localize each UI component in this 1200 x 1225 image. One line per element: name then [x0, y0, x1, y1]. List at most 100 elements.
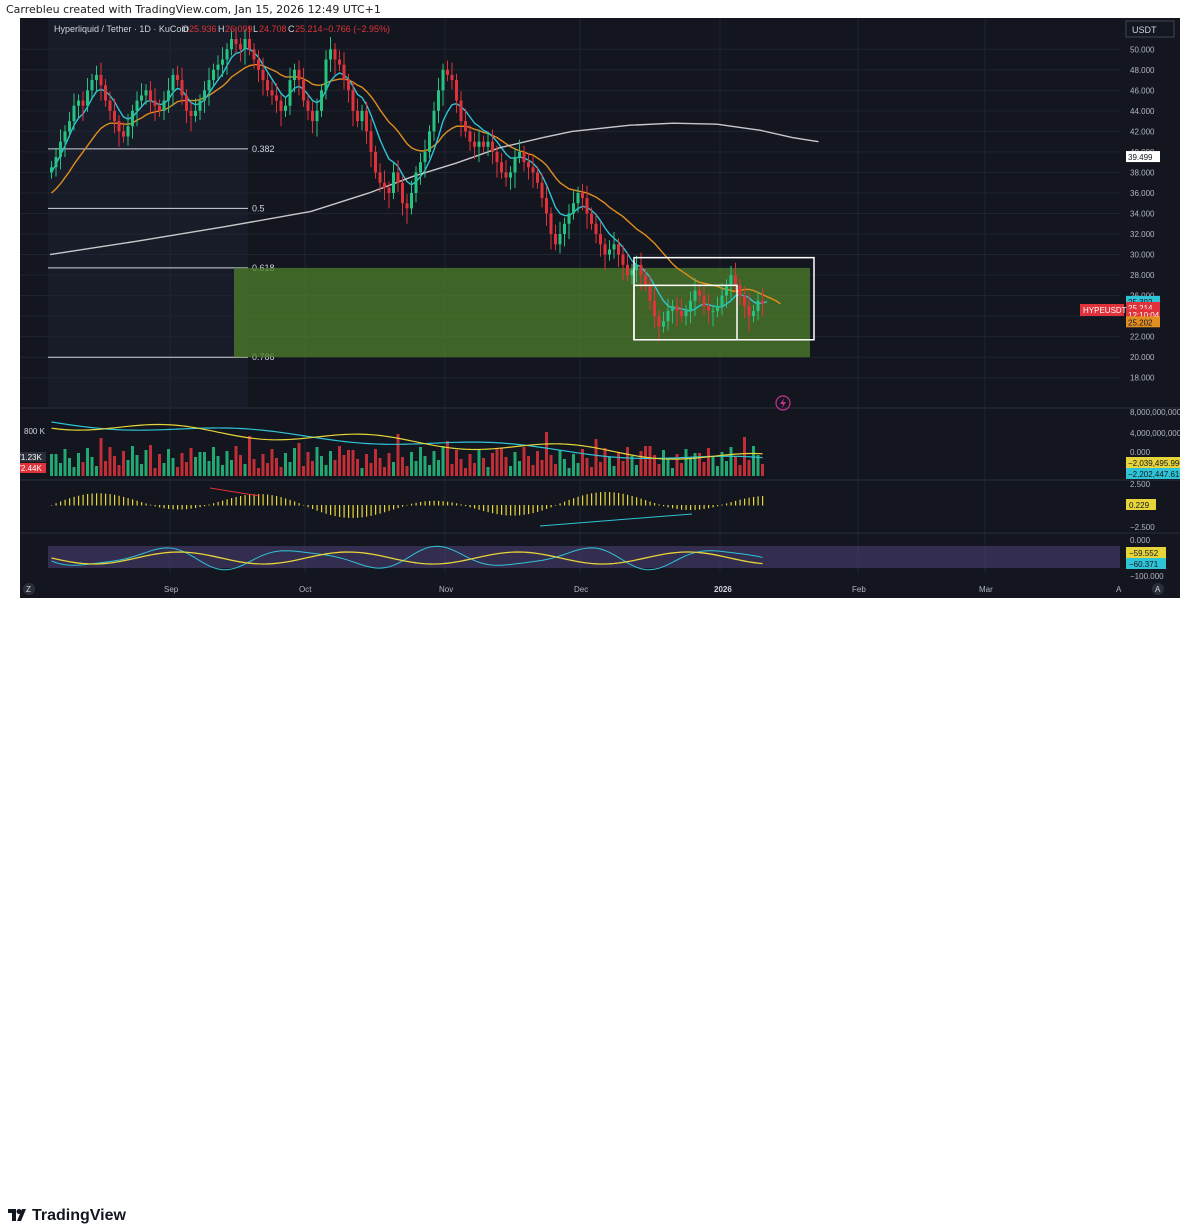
oscillator-bar — [712, 505, 714, 508]
volume-bar — [554, 464, 557, 476]
volume-bar — [644, 446, 647, 476]
oscillator-bar — [384, 505, 386, 513]
volume-bar — [477, 449, 481, 476]
candle-body — [243, 39, 247, 50]
volume-bar — [500, 448, 503, 476]
oscillator-bar — [114, 494, 116, 506]
candle-body — [266, 80, 269, 91]
oscillator-bar — [366, 505, 368, 517]
volume-bar — [194, 457, 197, 476]
candle-body — [662, 321, 665, 327]
tradingview-logo[interactable]: TradingView — [8, 1207, 126, 1225]
osc-tag: 0.229 — [1129, 501, 1150, 510]
volume-bar — [135, 455, 139, 476]
volume-bar — [563, 459, 566, 476]
price-axis-label: 20.000 — [1130, 353, 1155, 362]
currency-button[interactable] — [1125, 20, 1175, 38]
lightning-icon[interactable] — [775, 395, 791, 411]
candle-body — [468, 131, 472, 142]
volume-bar — [662, 450, 665, 476]
candle-body — [212, 69, 215, 81]
candle-body — [221, 59, 224, 65]
price-axis-label: 48.000 — [1130, 66, 1155, 75]
volume-ma-slow — [51, 423, 763, 460]
candle-body — [576, 192, 580, 204]
volume-bar — [666, 459, 670, 476]
oscillator-bar — [622, 493, 624, 506]
oscillator-bar — [631, 495, 633, 506]
volume-bar — [590, 467, 593, 476]
volume-tag-2: 172.44K — [20, 464, 42, 473]
candle-body — [158, 105, 161, 111]
oscillator-bar — [258, 494, 260, 506]
oscillator-bar — [469, 505, 471, 508]
candle-body — [680, 311, 683, 317]
candle-body — [527, 162, 530, 168]
volume-bar — [117, 465, 121, 476]
oscillator-bar — [694, 505, 696, 510]
candle-body — [194, 110, 197, 116]
candle-body — [63, 131, 67, 142]
volume-bar — [567, 468, 571, 476]
oscillator-bar — [73, 496, 75, 506]
volume-bar — [545, 432, 548, 476]
volume-bar — [639, 451, 643, 476]
range-box-small — [633, 284, 738, 341]
oscillator-bar — [316, 505, 318, 511]
oscillator-bar — [582, 495, 584, 506]
volume-bar — [279, 467, 283, 476]
candle-body — [297, 69, 301, 81]
candle-body — [603, 244, 607, 255]
oscillator-bar — [532, 505, 534, 514]
oscillator-bar — [240, 495, 242, 506]
candle-body — [630, 269, 634, 276]
candle-body — [657, 316, 661, 327]
volume-bar — [635, 465, 638, 476]
oscillator-bar — [420, 501, 422, 506]
oscillator-bar — [429, 500, 431, 506]
candle-body — [504, 172, 508, 178]
volume-bar — [648, 446, 652, 476]
rsi-axis-2: −100.000 — [1130, 572, 1164, 581]
candle-body — [320, 90, 323, 111]
volume-bar — [54, 454, 58, 476]
oscillator-bar — [78, 495, 80, 506]
axis-z-button[interactable] — [23, 583, 35, 595]
price-axis-label: 50.000 — [1130, 45, 1155, 54]
candle-body — [311, 110, 314, 122]
price-tag-bg — [1126, 301, 1160, 313]
axis-settings-button[interactable] — [1152, 583, 1164, 595]
candle-body — [518, 151, 521, 158]
oscillator-bar — [249, 494, 251, 506]
time-axis-label: 2026 — [714, 585, 732, 594]
fib-shade — [48, 18, 248, 408]
oscillator-bar — [672, 505, 674, 509]
volume-bar — [270, 449, 274, 476]
volume-bar — [738, 465, 742, 476]
candle-body — [117, 121, 121, 132]
time-axis-label: Mar — [979, 585, 993, 594]
price-axis-label: 34.000 — [1130, 210, 1155, 219]
volume-bar — [216, 456, 220, 476]
volume-pane — [50, 421, 764, 476]
oscillator-bar — [298, 503, 300, 506]
candle-body — [626, 264, 629, 276]
time-axis-label: Feb — [852, 585, 866, 594]
volume-bar — [284, 453, 287, 476]
axis-auto-label[interactable]: A — [1116, 585, 1122, 594]
volume-bar — [261, 454, 265, 476]
oscillator-bar — [492, 505, 494, 514]
price-axis-label: 32.000 — [1130, 230, 1155, 239]
volume-bar — [113, 456, 116, 476]
oscillator-bar — [699, 505, 701, 510]
candle-body — [153, 100, 157, 106]
oscillator-bar — [150, 504, 152, 506]
candle-body — [99, 74, 103, 86]
vol-axis-3: 0.000 — [1130, 448, 1151, 457]
oscillator-bar — [528, 505, 530, 515]
oscillator-bar — [658, 504, 660, 506]
change-value: −0.766 (−2.95%) — [323, 24, 390, 34]
candle-body — [608, 249, 611, 255]
